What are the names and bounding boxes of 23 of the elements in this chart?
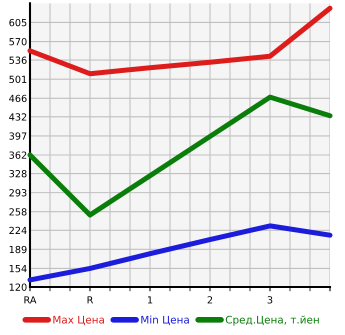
legend-label: Min Цена [141, 316, 189, 326]
y-tick-label: 258 [9, 208, 27, 216]
y-tick-label: 570 [9, 38, 27, 46]
legend-label: Сред.Цена, т.йен [226, 316, 319, 326]
y-tick-label: 466 [9, 94, 27, 102]
y-tick-label: 362 [9, 151, 26, 159]
y-tick-label: 605 [9, 18, 26, 26]
y-tick-label: 328 [9, 170, 27, 178]
y-tick-label: 293 [9, 189, 26, 196]
y-tick-label: 432 [9, 113, 26, 121]
x-tick-label: RA [24, 296, 36, 304]
x-tick-label: 3 [268, 296, 272, 304]
y-tick-label: 120 [10, 283, 27, 291]
y-tick-label: 189 [10, 246, 27, 254]
x-tick-label: R [88, 296, 94, 304]
y-tick-label: 397 [9, 132, 26, 140]
x-tick-label: 2 [208, 296, 212, 304]
y-tick-label: 501 [9, 76, 26, 84]
legend-label: Max Цена [53, 316, 104, 326]
x-tick-label: 1 [148, 296, 152, 304]
y-tick-label: 224 [9, 226, 27, 234]
y-tick-label: 536 [9, 56, 27, 64]
y-tick-label: 154 [10, 265, 27, 272]
